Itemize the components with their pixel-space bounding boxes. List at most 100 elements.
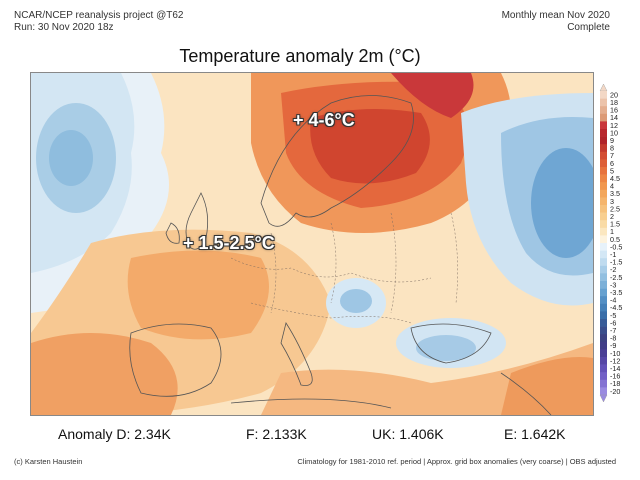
colorbar-swatch	[600, 136, 607, 145]
colorbar-swatch	[600, 334, 607, 343]
colorbar-tick-label: -16	[610, 372, 620, 381]
anomaly-map: + 4-6°C + 1.5-2.5°C	[30, 72, 594, 416]
colorbar-tick-label: 4.5	[610, 174, 620, 183]
ireland-outline	[165, 222, 180, 244]
colorbar-canvas: 201816141210987654.543.532.521.510.5-0.5…	[599, 83, 622, 403]
colorbar-swatch	[600, 151, 607, 160]
colorbar-tick-label: 8	[610, 144, 614, 153]
colorbar-tick-label: -2	[610, 265, 616, 274]
colorbar-tick-label: 20	[610, 90, 618, 99]
colorbar-swatch	[600, 281, 607, 289]
colorbar-tick-label: 1.5	[610, 220, 620, 229]
map-canvas	[31, 73, 593, 415]
colorbar-swatch	[600, 227, 607, 236]
colorbar-tick-label: -0.5	[610, 242, 622, 251]
mediterranean-coast	[230, 398, 392, 409]
colorbar-tick-label: 10	[610, 128, 618, 137]
dataset-label: NCAR/NCEP reanalysis project @T62	[14, 10, 184, 21]
colorbar-swatch	[600, 167, 607, 175]
colorbar-tick-label: 3	[610, 197, 614, 206]
colorbar-swatch	[600, 98, 607, 107]
colorbar-tick-label: 16	[610, 106, 618, 115]
colorbar-swatch	[600, 113, 607, 122]
colorbar-tick-label: 0.5	[610, 235, 620, 244]
colorbar-tick-label: -4.5	[610, 303, 622, 312]
colorbar-swatch	[600, 205, 607, 213]
middle-east-warm-zone	[501, 357, 593, 415]
colorbar-swatch	[600, 387, 607, 396]
colorbar-tick-label: 18	[610, 98, 618, 107]
east-cold-core	[531, 148, 593, 258]
colorbar-tick-label: -5	[610, 311, 616, 320]
central-europe-cool	[340, 289, 372, 313]
border-line-2	[250, 302, 412, 324]
border-line-1	[230, 257, 432, 283]
colorbar-tick-label: 3.5	[610, 189, 620, 198]
colorbar-tick-label: -2.5	[610, 273, 622, 282]
colorbar-tick-label: 9	[610, 136, 614, 145]
map-title: Temperature anomaly 2m (°C)	[179, 46, 421, 66]
colorbar-tick-label: -12	[610, 356, 620, 365]
colorbar-swatch	[600, 303, 607, 312]
colorbar-swatch	[600, 311, 607, 320]
border-line-5	[450, 212, 458, 304]
colorbar-tick-label: -18	[610, 379, 620, 388]
west-europe-anomaly-label: + 1.5-2.5°C	[183, 233, 275, 253]
colorbar-bottom-arrow	[599, 394, 608, 403]
colorbar-tick-label: -3.5	[610, 288, 622, 297]
border-line-3	[330, 222, 337, 304]
run-label: Run: 30 Nov 2020 18z	[14, 22, 114, 33]
stats-row: Anomaly D: 2.34K F: 2.133K UK: 1.406K E:…	[0, 426, 640, 444]
colorbar: 20 18 16 14 12 10 9 8 7 6 5 4.5 4 3.5 3 2.5 2 1.5 1 0.5 -0.5…	[599, 83, 638, 403]
scandinavia-hot-core	[310, 109, 430, 184]
stat-uk: UK: 1.406K	[372, 426, 444, 442]
colorbar-tick-label: -1	[610, 250, 616, 259]
colorbar-swatch	[600, 144, 607, 153]
country-borders	[230, 212, 458, 324]
period-label: Monthly mean Nov 2020	[501, 10, 610, 21]
scandinavia-outline	[260, 95, 414, 227]
colorbar-swatch	[600, 258, 607, 267]
climatology-note: Climatology for 1981-2010 ref. period | …	[297, 457, 616, 466]
colorbar-swatch	[600, 220, 607, 229]
colorbar-swatch	[600, 341, 607, 350]
colorbar-swatch	[600, 212, 607, 221]
iberia-warm-zone	[31, 333, 178, 415]
stat-anomaly-d: Anomaly D: 2.34K	[58, 426, 171, 442]
colorbar-swatch	[600, 357, 607, 365]
colorbar-tick-label: 7	[610, 151, 614, 160]
coastlines	[129, 95, 552, 415]
colorbar-swatch	[600, 379, 607, 388]
arctic-hot-core	[391, 73, 474, 118]
black-sea-cool	[416, 335, 476, 361]
colorbar-swatch	[600, 265, 607, 274]
colorbar-swatch	[600, 372, 607, 381]
colorbar-swatch	[600, 296, 607, 305]
scandinavia-anomaly-label: + 4-6°C	[293, 110, 355, 130]
colorbar-swatch	[600, 91, 607, 99]
colorbar-swatch	[600, 319, 607, 327]
colorbar-swatch	[600, 106, 607, 115]
colorbar-swatch	[600, 326, 607, 335]
colorbar-tick-label: 14	[610, 113, 618, 122]
colorbar-tick-label: 6	[610, 159, 614, 168]
stat-france: F: 2.133K	[246, 426, 307, 442]
colorbar-tick-label: 4	[610, 182, 614, 191]
colorbar-swatch	[600, 288, 607, 297]
colorbar-tick-label: -6	[610, 318, 616, 327]
colorbar-swatch	[600, 273, 607, 282]
stat-england: E: 1.642K	[504, 426, 566, 442]
colorbar-tick-label: 1	[610, 227, 614, 236]
border-line-6	[270, 232, 277, 314]
run-info: NCAR/NCEP reanalysis project @T62 Run: 3…	[14, 10, 183, 34]
colorbar-tick-label: 12	[610, 121, 618, 130]
colorbar-tick-label: -20	[610, 387, 620, 396]
atlantic-cold-center	[49, 130, 93, 186]
copyright-label: (c) Karsten Haustein	[14, 457, 83, 466]
colorbar-swatch	[600, 174, 607, 183]
colorbar-tick-label: 2	[610, 212, 614, 221]
west-europe-warmer-zone	[127, 250, 270, 340]
colorbar-tick-label: -1.5	[610, 258, 622, 267]
colorbar-swatch	[600, 250, 607, 259]
colorbar-tick-label: -9	[610, 341, 616, 350]
